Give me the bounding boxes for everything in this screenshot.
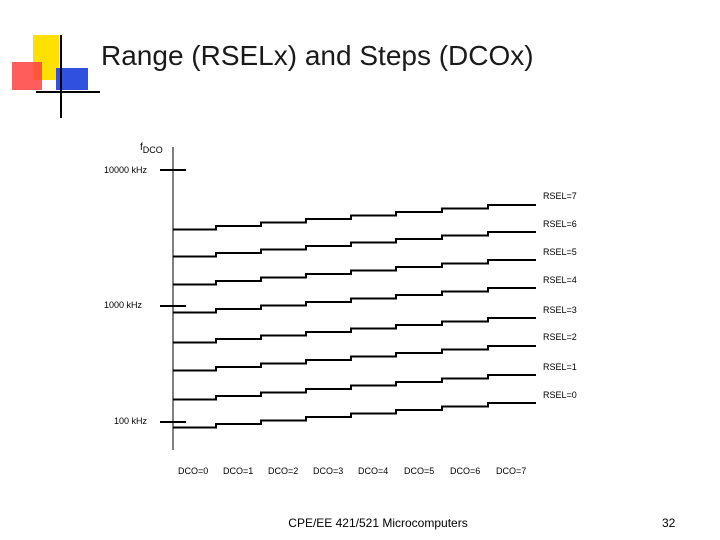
footer-course-name: CPE/EE 421/521 Microcomputers [288,516,468,530]
rsel-label-4: RSEL=4 [543,275,577,285]
dco-label-3: DCO=3 [313,466,343,476]
logo-red-square [12,62,42,90]
rsel-label-7: RSEL=7 [543,191,577,201]
dco-label-0: DCO=0 [178,466,208,476]
freq-label-100: 100 kHz [114,416,148,426]
dco-label-2: DCO=2 [268,466,298,476]
dco-label-1: DCO=1 [223,466,253,476]
rsel-staircase-6 [173,231,536,258]
y-axis-label-sub: DCO [143,145,163,155]
rsel-staircase-3 [173,317,536,344]
rsel-staircase-2 [173,345,536,372]
rsel-label-6: RSEL=6 [543,219,577,229]
rsel-staircase-4 [173,287,536,314]
rsel-staircase-7 [173,204,536,231]
y-axis-label: fDCO [140,142,163,155]
rsel-label-0: RSEL=0 [543,390,577,400]
rsel-staircase-1 [173,374,536,401]
y-axis-label-main: f [140,142,143,153]
slide-logo [12,35,100,118]
rsel-staircases [173,204,536,429]
freq-label-10000: 10000 kHz [104,165,148,175]
page-number: 32 [662,516,676,530]
rsel-label-5: RSEL=5 [543,247,577,257]
slide-title: Range (RSELx) and Steps (DCOx) [101,40,534,71]
dco-label-5: DCO=5 [404,466,434,476]
rsel-label-2: RSEL=2 [543,332,577,342]
dco-label-7: DCO=7 [496,466,526,476]
dco-label-4: DCO=4 [358,466,388,476]
rsel-label-3: RSEL=3 [543,305,577,315]
rsel-staircase-5 [173,259,536,286]
rsel-label-1: RSEL=1 [543,362,577,372]
logo-blue-square [56,68,88,90]
dco-label-6: DCO=6 [450,466,480,476]
rsel-staircase-0 [173,402,536,429]
freq-label-1000: 1000 kHz [104,300,143,310]
